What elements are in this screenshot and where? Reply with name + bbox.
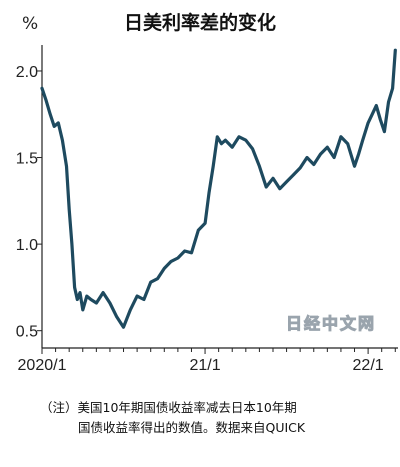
footnote-line-1: （注）美国10年期国债收益率减去日本10年期 <box>40 400 297 415</box>
x-tick-label: 22/1 <box>353 357 384 374</box>
series-line <box>40 48 397 329</box>
y-tick-label: 2.0 <box>16 64 38 81</box>
footnote: （注）美国10年期国债收益率减去日本10年期 国债收益率得出的数值。数据来自QU… <box>40 398 390 438</box>
footnote-line-2: 国债收益率得出的数值。数据来自QUICK <box>78 420 306 435</box>
y-tick-label: 1.5 <box>16 151 38 168</box>
y-axis-unit: % <box>22 14 39 34</box>
watermark: 日经中文网 <box>285 314 377 334</box>
x-tick-label: 2020/1 <box>18 357 67 374</box>
y-tick-label: 0.5 <box>16 324 38 341</box>
x-tick-label: 21/1 <box>189 357 220 374</box>
chart-title: 日美利率差的变化 <box>123 12 276 34</box>
y-tick-label: 1.0 <box>16 237 38 254</box>
